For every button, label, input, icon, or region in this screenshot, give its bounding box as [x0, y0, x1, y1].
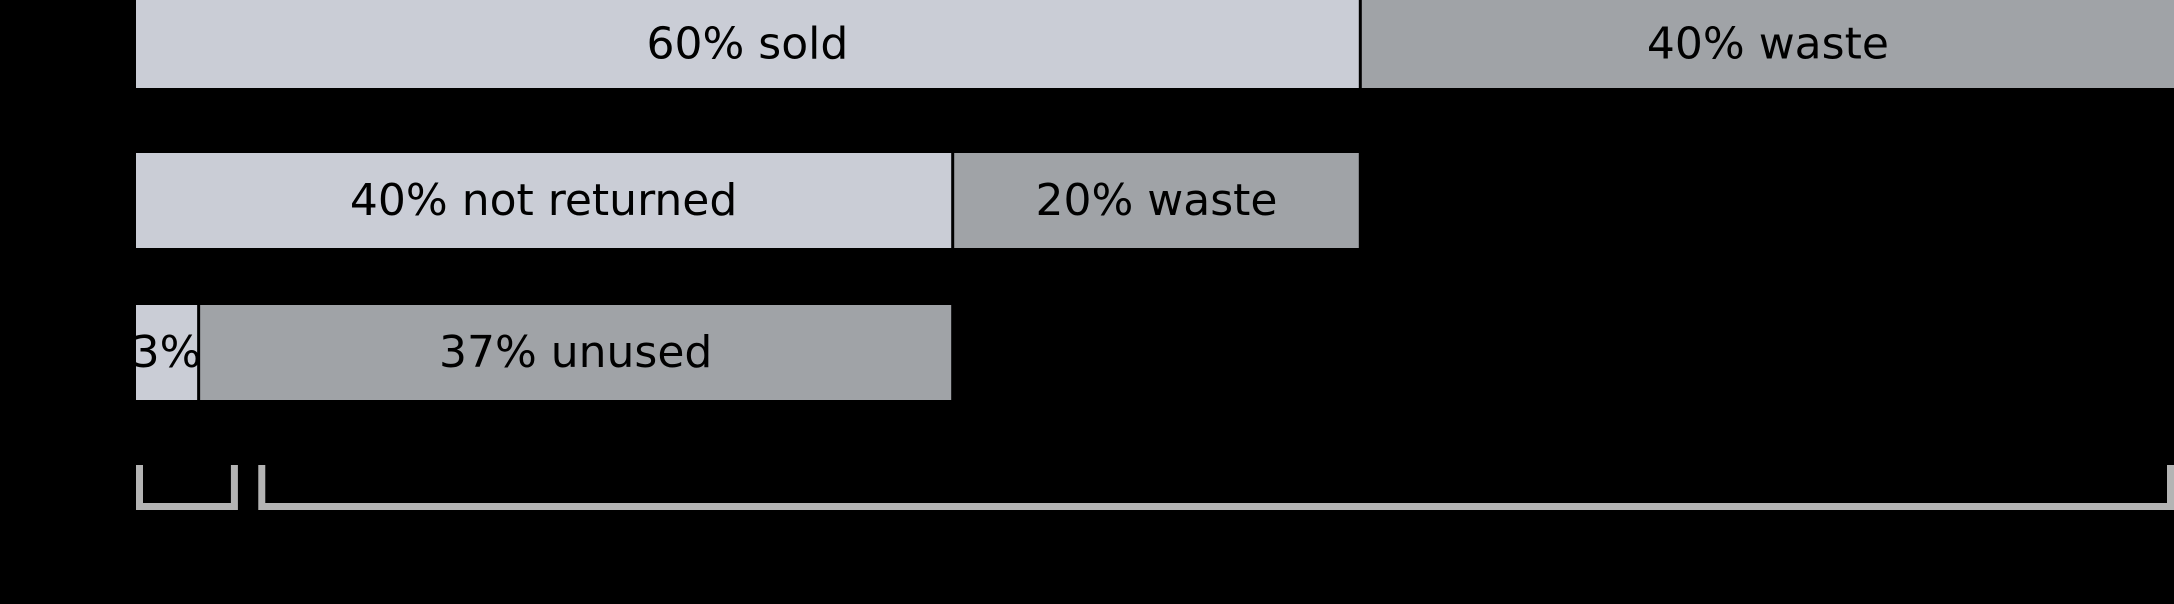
bar-segment-3pct — [136, 305, 198, 400]
data-label-20pct-waste: 20% waste — [1036, 175, 1278, 226]
data-label-60pct-sold: 60% sold — [647, 19, 849, 70]
bar-segment-40pct-waste — [1361, 0, 2174, 88]
data-label-37pct-unused: 37% unused — [439, 327, 712, 378]
data-label-40pct-not-returned: 40% not returned — [350, 175, 737, 226]
bar-segment-37pct-unused — [200, 305, 952, 400]
bracket-2 — [258, 465, 2174, 510]
data-label-40pct-waste: 40% waste — [1647, 19, 1889, 70]
labels-layer: 60% sold 40% waste 40% not returned 20% was… — [132, 19, 1889, 379]
bars-layer — [136, 0, 2174, 400]
bar-segment-20pct-waste — [954, 153, 1359, 248]
bar-segment-60pct-sold — [136, 0, 1359, 88]
data-label-3pct: 3% — [132, 327, 202, 378]
bar-segment-40pct-not-returned — [136, 153, 952, 248]
bracket-1 — [136, 465, 238, 510]
brackets-layer — [136, 465, 2174, 510]
